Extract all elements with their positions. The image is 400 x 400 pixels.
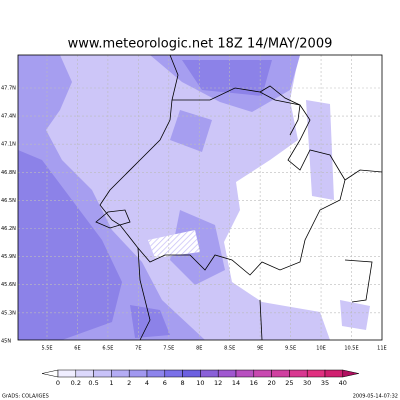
lon-label: 9E	[257, 346, 263, 352]
legend-label: 40	[339, 379, 347, 387]
map-area	[17, 54, 383, 341]
shade-light	[240, 100, 370, 340]
lon-label: 8.5E	[224, 346, 235, 352]
legend-swatch	[182, 369, 201, 378]
legend-label: 0	[56, 379, 60, 387]
legend-swatch	[200, 369, 219, 378]
legend-swatch	[128, 369, 148, 378]
legend-arrow	[342, 369, 359, 378]
legend-swatch	[164, 369, 183, 378]
lat-label: 45N	[1, 338, 11, 344]
lon-label: 7.5E	[163, 346, 174, 352]
lon-label: 10E	[316, 346, 326, 352]
legend-label: 0.2	[71, 379, 81, 387]
lake	[95, 209, 131, 229]
legend-swatch	[146, 369, 166, 378]
lon-label: 9.5E	[285, 346, 296, 352]
title: www.meteorologic.net 18Z 14/MAY/2009	[68, 37, 333, 52]
legend-label: 2	[127, 379, 131, 387]
legend-label: 8	[181, 379, 185, 387]
lon-label: 5.5E	[41, 346, 52, 352]
footer-left: GrADS: COLA/IGES	[2, 394, 49, 400]
legend-label: 10	[196, 379, 204, 387]
lat-label: 46.8N	[1, 170, 16, 176]
legend-label: 4	[145, 379, 149, 387]
shade-none	[224, 55, 382, 340]
legend-label: 1	[109, 379, 113, 387]
legend-swatch	[111, 369, 130, 378]
legend-label: 35	[321, 379, 329, 387]
legend-label: 14	[232, 379, 240, 387]
legend-swatch	[271, 369, 290, 378]
legend-label: 20	[267, 379, 275, 387]
lon-label: 10.5E	[344, 346, 358, 352]
legend-label: 0.5	[88, 379, 98, 387]
legend-swatch	[93, 369, 112, 378]
legend-swatch	[217, 369, 237, 378]
footer-right: 2009-05-14-07:32	[353, 394, 398, 400]
legend-label: 12	[214, 379, 222, 387]
legend-swatch	[57, 369, 77, 378]
lon-label: 6.5E	[102, 346, 113, 352]
lon-label: 8E	[196, 346, 202, 352]
lat-label: 45.9N	[1, 254, 16, 260]
grid	[18, 55, 382, 340]
legend-label: 25	[285, 379, 293, 387]
lon-label: 6E	[74, 346, 80, 352]
legend-label: 30	[303, 379, 311, 387]
legend-swatch	[306, 369, 326, 378]
lat-label: 47.1N	[1, 142, 16, 148]
legend-arrow	[41, 369, 59, 378]
plot-frame	[17, 54, 383, 341]
legend-swatch	[235, 369, 255, 378]
legend-label: 16	[250, 379, 258, 387]
lat-label: 47.4N	[1, 114, 16, 120]
lat-label: 46.5N	[1, 198, 16, 204]
lon-label: 11E	[377, 346, 387, 352]
legend-swatch	[289, 369, 308, 378]
legend: 0 0.2 0.5 1 2 4 6 8 10 12 14 16 20 25 30 35 40	[41, 369, 359, 387]
lon-label: 7E	[135, 346, 141, 352]
country-border	[99, 54, 346, 276]
legend-label: 6	[163, 379, 167, 387]
legend-swatch	[75, 369, 94, 378]
hatch	[148, 230, 200, 258]
legend-swatch	[324, 369, 344, 378]
lat-label: 46.2N	[1, 226, 16, 232]
legend-swatch	[253, 369, 272, 378]
lat-label: 47.7N	[1, 86, 16, 92]
lat-label: 45.3N	[1, 310, 16, 316]
country-border	[137, 85, 383, 341]
shade-dark	[18, 60, 272, 340]
lat-label: 45.6N	[1, 282, 16, 288]
